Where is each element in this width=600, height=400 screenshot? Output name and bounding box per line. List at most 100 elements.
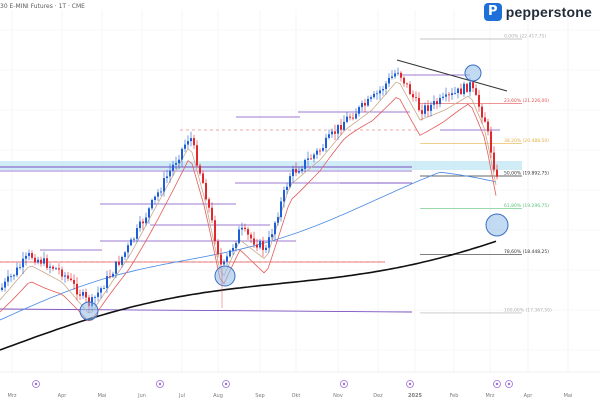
candle-body xyxy=(448,94,450,96)
event-marker-dot xyxy=(34,382,38,386)
candle-body xyxy=(133,238,135,240)
candle-body xyxy=(148,208,150,218)
x-tick-label: Mai xyxy=(98,393,107,399)
candle-body xyxy=(235,242,237,248)
candle-body xyxy=(343,121,345,130)
candle-body xyxy=(178,159,180,164)
candle-body xyxy=(451,93,453,96)
candle-body xyxy=(292,168,294,177)
circle-marker-3[interactable] xyxy=(464,64,482,82)
candle-body xyxy=(355,113,357,119)
candle-body xyxy=(73,279,75,284)
candle-body xyxy=(301,168,303,172)
candle-body xyxy=(289,176,291,187)
candle-body xyxy=(439,97,441,105)
x-tick-label: Okt xyxy=(292,393,301,399)
x-tick-label: Jun xyxy=(137,393,146,399)
candle-body xyxy=(340,125,342,130)
candle-body xyxy=(13,275,15,277)
candle-body xyxy=(175,163,177,165)
candle-body xyxy=(172,164,174,171)
circle-marker-1[interactable] xyxy=(79,301,99,321)
candle-body xyxy=(247,229,249,235)
candle-body xyxy=(487,121,489,132)
candle-body xyxy=(388,77,390,84)
candle-body xyxy=(493,152,495,170)
candle-body xyxy=(25,255,27,259)
candle-body xyxy=(445,94,447,97)
candle-body xyxy=(205,182,207,200)
candle-body xyxy=(265,247,267,250)
x-tick-label: Nov xyxy=(333,393,343,399)
candle-body xyxy=(316,150,318,155)
candle-body xyxy=(274,222,276,235)
candle-body xyxy=(481,106,483,118)
event-marker-dot xyxy=(408,382,412,386)
x-tick-label: Apr xyxy=(524,393,534,399)
candle-body xyxy=(100,288,102,293)
candle-body xyxy=(22,258,24,268)
candle-body xyxy=(352,117,354,119)
ma-long-line xyxy=(0,240,497,351)
candle-body xyxy=(295,168,297,173)
candle-body xyxy=(424,105,426,114)
x-axis: Mrz Apr Mai Jun Jul Aug Sep Okt Nov Dez 2025 Feb Mrz… xyxy=(0,371,600,399)
candle-body xyxy=(430,104,432,111)
candle-body xyxy=(319,150,321,152)
candle-body xyxy=(349,116,351,118)
x-tick-label: Aug xyxy=(213,393,223,399)
candle-body xyxy=(187,141,189,145)
candle-body xyxy=(193,138,195,146)
candle-body xyxy=(106,276,108,288)
candle-body xyxy=(28,253,30,256)
candle-body xyxy=(112,273,114,277)
candle-body xyxy=(259,241,261,248)
candle-body xyxy=(145,217,147,224)
candle-body xyxy=(31,253,33,258)
circle-marker-2[interactable] xyxy=(214,265,236,287)
brand-logo: P pepperstone xyxy=(483,3,592,21)
candle-body xyxy=(466,83,468,92)
candle-body xyxy=(223,261,225,265)
candle-body xyxy=(268,237,270,248)
candle-body xyxy=(412,94,414,98)
x-tick-label: Feb xyxy=(450,393,459,399)
candle-body xyxy=(157,192,159,197)
fib-level-label: 61,80% (19.296,75) xyxy=(504,203,549,209)
candle-body xyxy=(199,165,201,174)
candle-body xyxy=(4,281,6,288)
fib-level-label: 38,20% (20.488,50) xyxy=(504,138,549,144)
candle-body xyxy=(58,268,60,270)
candle-body xyxy=(457,88,459,93)
candle-body xyxy=(382,89,384,91)
candle-body xyxy=(109,276,111,277)
x-tick-label: Jul xyxy=(178,393,185,399)
candle-body xyxy=(475,88,477,95)
candle-body xyxy=(460,88,462,95)
candle-body xyxy=(397,72,399,74)
fib-level-label: 50,00% (19.892,75) xyxy=(504,170,549,176)
candle-body xyxy=(271,234,273,238)
x-tick-label: Mai xyxy=(564,393,573,399)
candle-body xyxy=(280,201,282,218)
candle-body xyxy=(337,125,339,134)
circle-marker-4[interactable] xyxy=(485,213,509,237)
candle-body xyxy=(253,238,255,245)
candle-body xyxy=(34,257,36,263)
candle-body xyxy=(169,170,171,177)
candle-body xyxy=(370,97,372,99)
candle-body xyxy=(454,92,456,94)
candle-body xyxy=(346,116,348,122)
candle-body xyxy=(232,247,234,251)
candle-body xyxy=(196,145,198,166)
trendline[interactable] xyxy=(396,59,508,92)
candle-body xyxy=(52,266,54,269)
x-tick-label: Mrz xyxy=(486,393,495,399)
x-tick-label: 2025 xyxy=(408,393,422,399)
candle-body xyxy=(154,196,156,200)
candle-body xyxy=(163,178,165,192)
candle-body xyxy=(151,199,153,209)
candle-body xyxy=(331,131,333,135)
